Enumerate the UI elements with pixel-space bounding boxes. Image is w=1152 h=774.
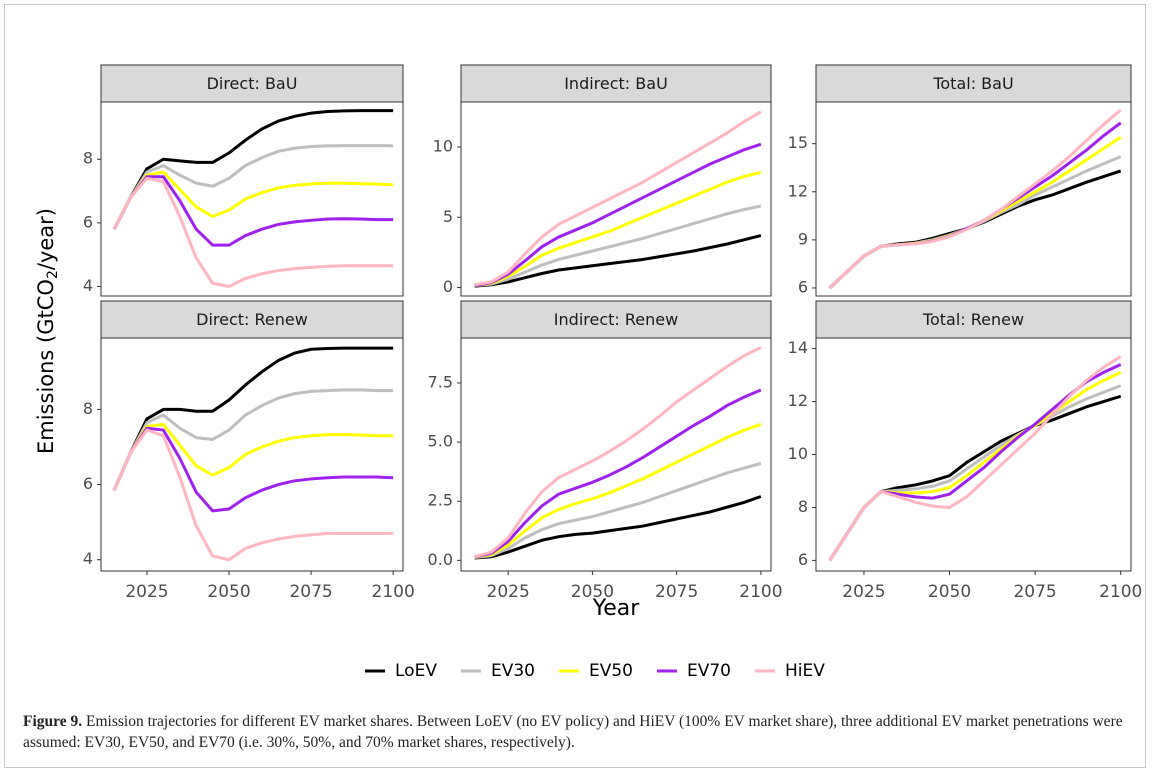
y-tick-label: 8 bbox=[83, 149, 93, 168]
series-line bbox=[112, 175, 394, 247]
y-tick-label: 15 bbox=[788, 133, 808, 152]
panel-border bbox=[100, 337, 404, 572]
series-line bbox=[112, 109, 394, 230]
y-tick-label: 6 bbox=[798, 277, 808, 296]
strip bbox=[460, 64, 772, 103]
y-label-part: /year) bbox=[34, 208, 58, 270]
series-line bbox=[474, 388, 762, 559]
y-tick-label: 4 bbox=[83, 549, 93, 568]
y-tick-label: 5.0 bbox=[428, 432, 453, 451]
figure: Emissions (GtCO2/year) Year Direct: BaU 4… bbox=[4, 4, 1146, 768]
y-tick-label: 0.0 bbox=[428, 550, 453, 569]
strip bbox=[460, 300, 772, 339]
x-tick-label: 2025 bbox=[842, 582, 885, 602]
y-tick-label: 7.5 bbox=[428, 372, 453, 391]
strip bbox=[100, 300, 404, 339]
series-line bbox=[828, 355, 1122, 562]
series-line bbox=[474, 234, 762, 288]
series-line bbox=[112, 428, 394, 562]
y-tick-label: 2.5 bbox=[428, 491, 453, 510]
series-line bbox=[112, 346, 394, 491]
series-line bbox=[828, 155, 1122, 290]
x-tick-label: 2050 bbox=[571, 582, 614, 602]
series-line bbox=[828, 394, 1122, 562]
y-tick-label: 4 bbox=[83, 276, 93, 295]
strip bbox=[815, 300, 1132, 339]
caption: Figure 9. Emission trajectories for diff… bbox=[23, 711, 1138, 753]
x-tick-label: 2050 bbox=[207, 582, 250, 602]
panel-title: Total: BaU bbox=[932, 74, 1013, 93]
series-line bbox=[112, 144, 394, 230]
y-axis-label: Emissions (GtCO2/year) bbox=[34, 208, 61, 454]
panel-title: Indirect: Renew bbox=[554, 310, 678, 329]
y-tick-label: 12 bbox=[788, 181, 808, 200]
y-label-sub: 2 bbox=[45, 270, 61, 279]
series-line bbox=[112, 388, 394, 491]
x-tick-label: 2025 bbox=[125, 582, 168, 602]
series-line bbox=[474, 142, 762, 287]
series-line bbox=[474, 495, 762, 560]
legend-label: EV70 bbox=[687, 661, 731, 681]
panel-border bbox=[815, 101, 1132, 297]
legend-label: EV30 bbox=[491, 661, 535, 681]
strip bbox=[815, 64, 1132, 103]
legend-label: HiEV bbox=[785, 661, 825, 681]
y-tick-label: 14 bbox=[788, 338, 808, 357]
panel-border bbox=[815, 337, 1132, 572]
strip bbox=[100, 64, 404, 103]
series-line bbox=[474, 204, 762, 287]
y-tick-label: 0 bbox=[443, 277, 453, 296]
y-tick-label: 8 bbox=[83, 399, 93, 418]
legend-label: LoEV bbox=[395, 661, 437, 681]
series-line bbox=[474, 422, 762, 559]
y-tick-label: 6 bbox=[83, 212, 93, 231]
x-tick-label: 2075 bbox=[289, 582, 332, 602]
series-line bbox=[474, 110, 762, 287]
legend-label: EV50 bbox=[589, 661, 633, 681]
x-tick-label: 2100 bbox=[372, 582, 415, 602]
series-line bbox=[474, 346, 762, 559]
series-line bbox=[112, 422, 394, 491]
y-tick-label: 10 bbox=[433, 136, 453, 155]
x-axis-label: Year bbox=[592, 596, 641, 621]
y-label-part: Emissions (GtCO bbox=[34, 279, 58, 454]
series-line bbox=[828, 169, 1122, 290]
y-tick-label: 6 bbox=[83, 474, 93, 493]
x-tick-label: 2100 bbox=[739, 582, 782, 602]
series-line bbox=[112, 176, 394, 288]
panel-title: Direct: Renew bbox=[196, 310, 308, 329]
x-tick-label: 2025 bbox=[487, 582, 530, 602]
series-line bbox=[828, 136, 1122, 290]
series-line bbox=[828, 371, 1122, 562]
panel-border bbox=[460, 337, 772, 572]
chart: Emissions (GtCO2/year) Year Direct: BaU 4… bbox=[34, 64, 1142, 681]
x-tick-label: 2050 bbox=[928, 582, 971, 602]
series-line bbox=[112, 170, 394, 230]
panel-title: Indirect: BaU bbox=[564, 74, 668, 93]
y-tick-label: 10 bbox=[788, 444, 808, 463]
y-tick-label: 6 bbox=[798, 550, 808, 569]
x-tick-label: 2075 bbox=[1013, 582, 1056, 602]
panel-border bbox=[460, 101, 772, 297]
panel-title: Total: Renew bbox=[922, 310, 1024, 329]
y-tick-label: 12 bbox=[788, 391, 808, 410]
panel-border bbox=[100, 101, 404, 297]
series-line bbox=[828, 108, 1122, 290]
series-line bbox=[112, 426, 394, 513]
y-tick-label: 9 bbox=[798, 229, 808, 248]
caption-label: Figure 9. bbox=[23, 713, 83, 730]
panel-title: Direct: BaU bbox=[207, 74, 298, 93]
x-tick-label: 2100 bbox=[1099, 582, 1142, 602]
series-line bbox=[474, 461, 762, 560]
y-tick-label: 5 bbox=[443, 207, 453, 226]
caption-text: Emission trajectories for different EV m… bbox=[23, 713, 1123, 751]
series-line bbox=[474, 170, 762, 287]
y-tick-label: 8 bbox=[798, 497, 808, 516]
x-tick-label: 2075 bbox=[655, 582, 698, 602]
